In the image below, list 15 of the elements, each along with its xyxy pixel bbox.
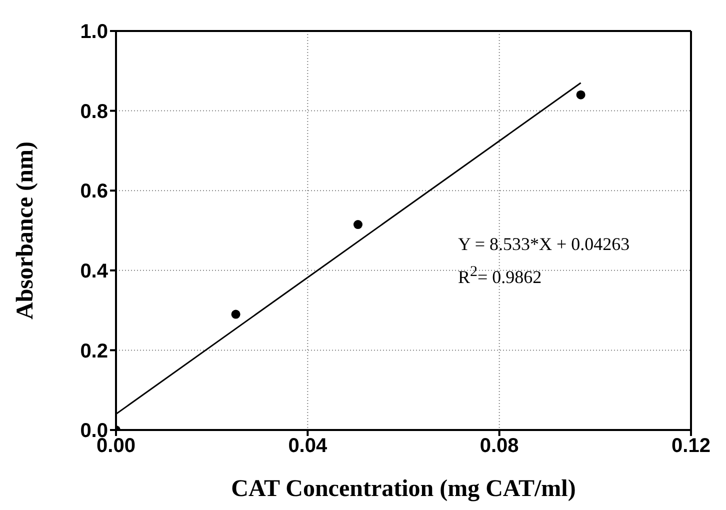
- x-tick-label: 0.04: [288, 435, 328, 458]
- y-tick-label: 0.4: [80, 260, 109, 282]
- x-tick-label: 0.12: [672, 435, 710, 458]
- y-tick-label: 0.8: [80, 100, 108, 123]
- y-axis-title: Absorbance (nm): [12, 142, 39, 320]
- x-tick-label: 0.08: [480, 435, 519, 458]
- point: [576, 90, 586, 100]
- x-axis-title: CAT Concentration (mg CAT/ml): [231, 476, 576, 502]
- y-tick-label: 0.2: [80, 340, 108, 362]
- point: [353, 220, 362, 230]
- y-tick-label: 0.6: [80, 180, 108, 203]
- point: [231, 310, 240, 319]
- y-tick-label: 1.0: [80, 21, 108, 44]
- annotation: Y = 8.533*X + 0.04263: [458, 233, 630, 256]
- annotation: R$^{2}$= 0.9862: [458, 263, 543, 289]
